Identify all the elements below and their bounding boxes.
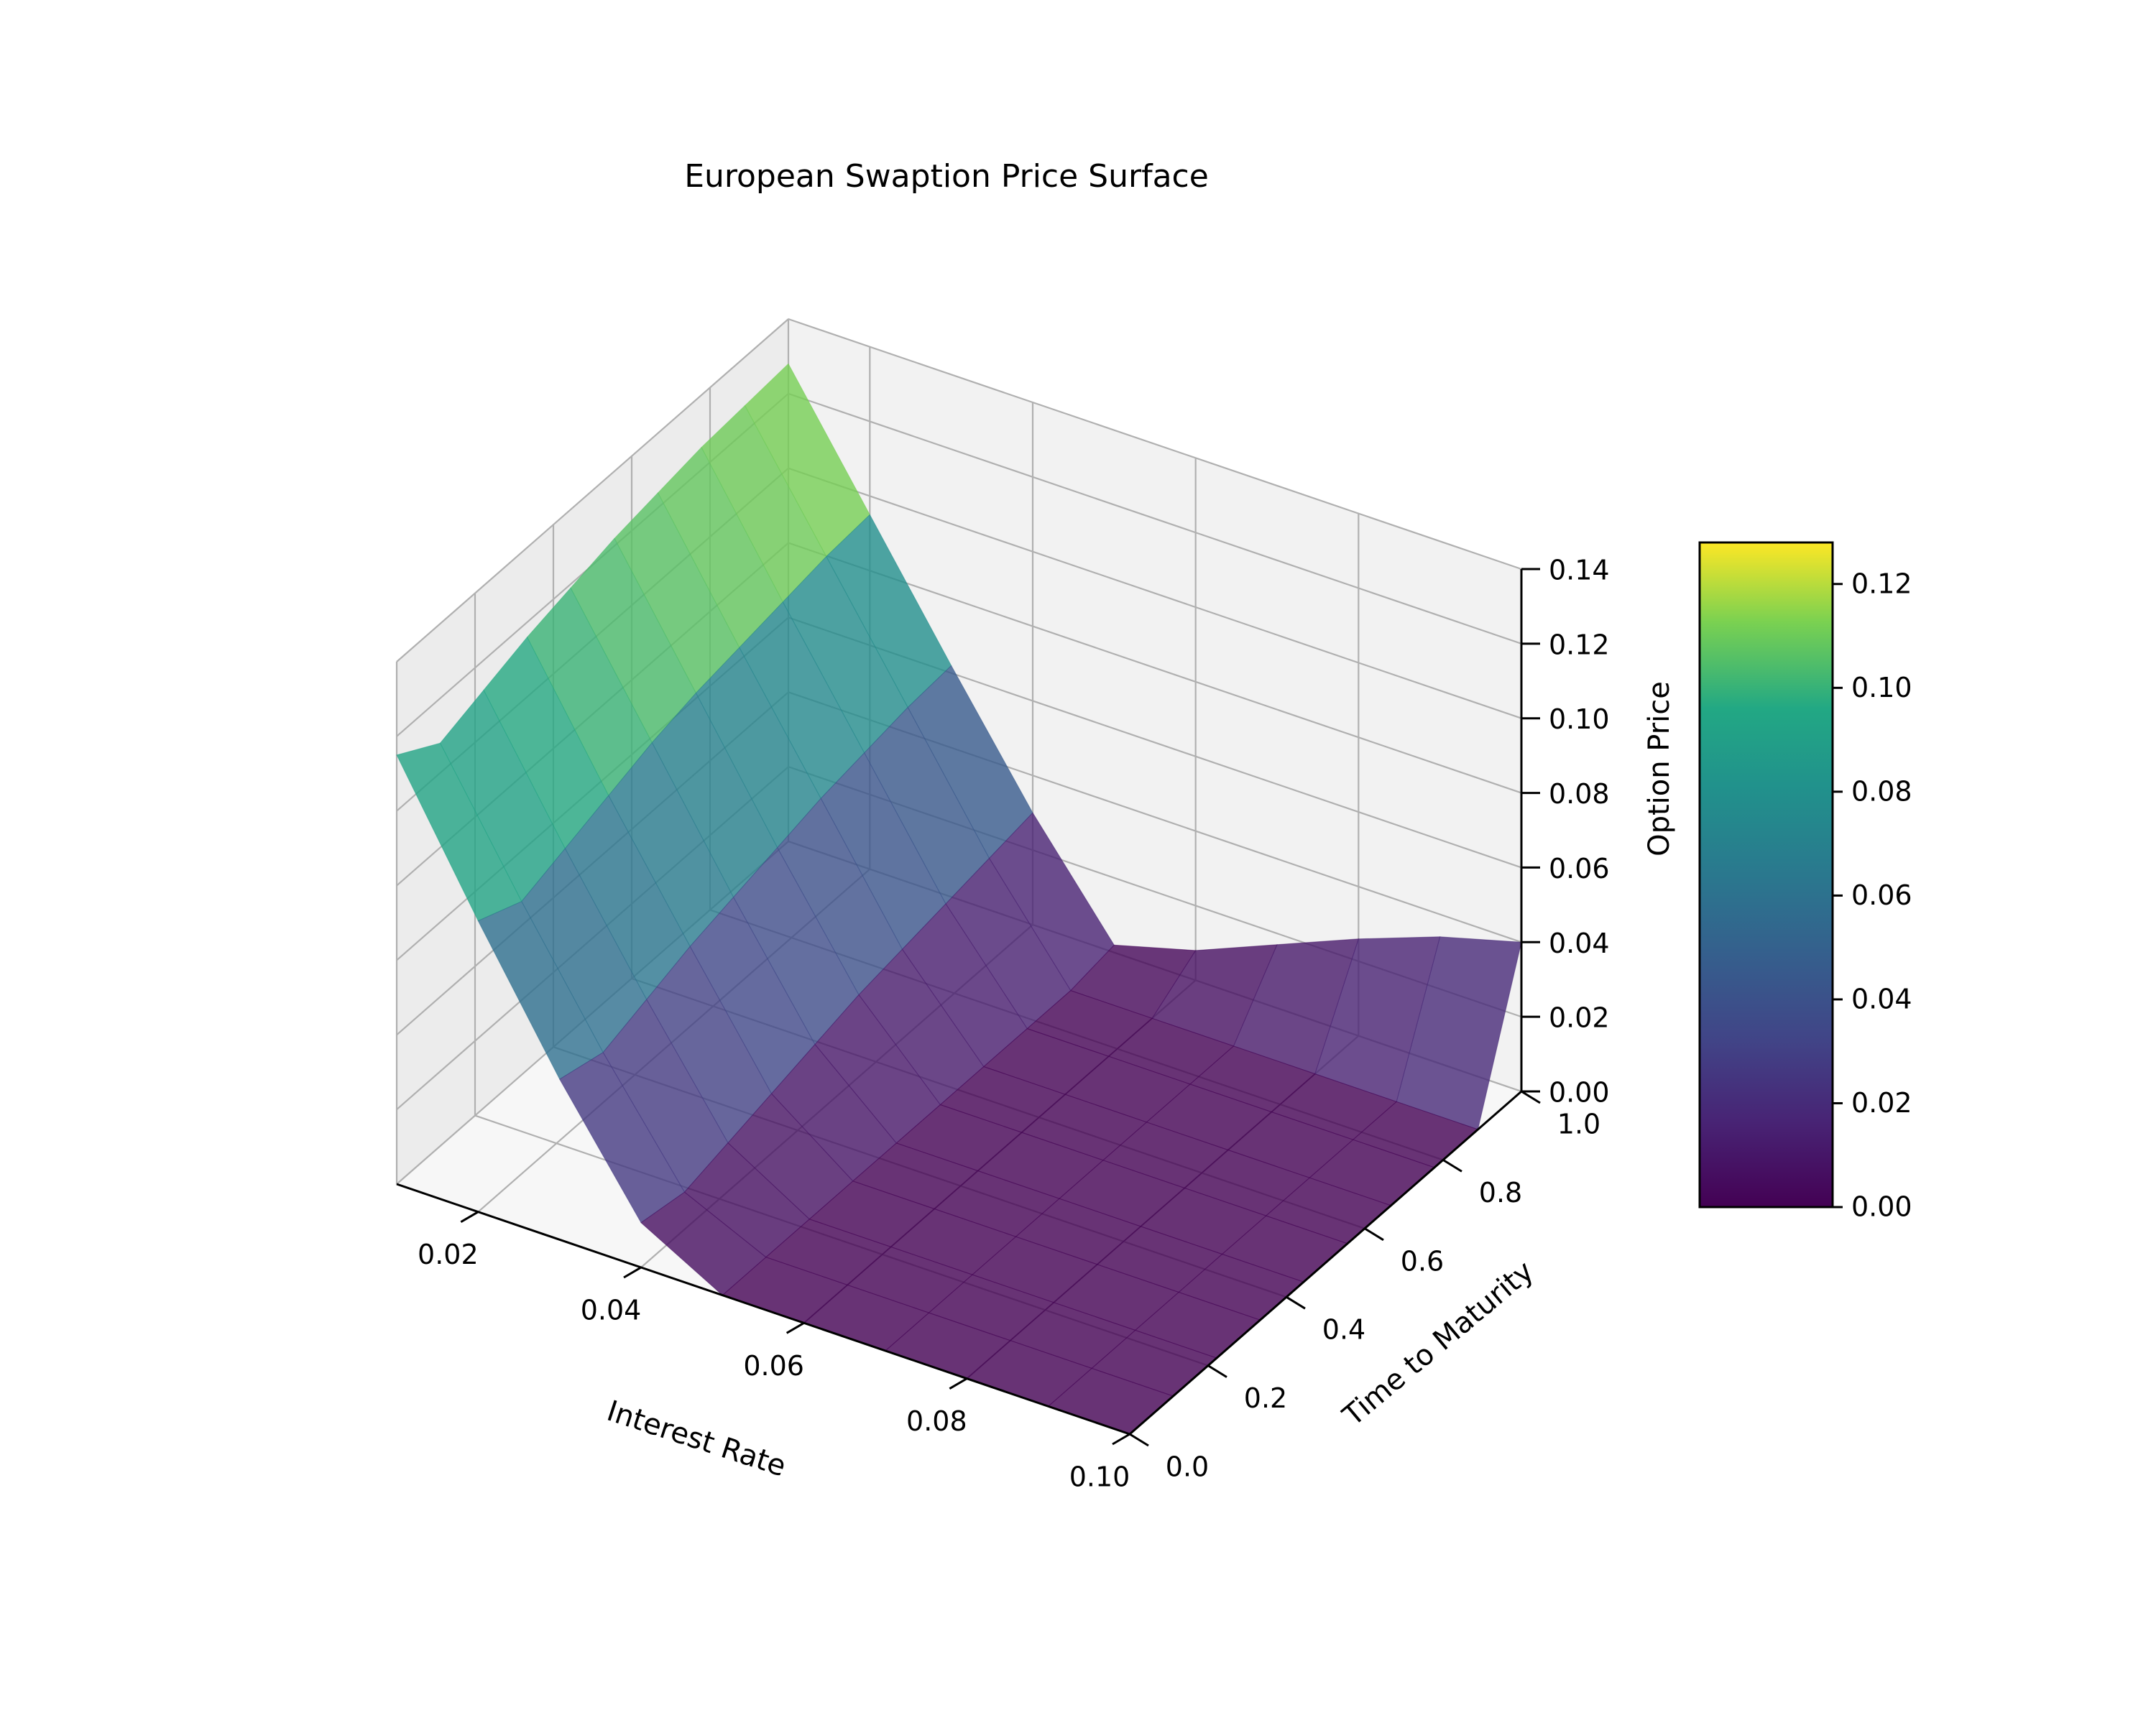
axis-lines: [396, 569, 1523, 1436]
colorbar-tick-label: 0.08: [1851, 775, 1912, 807]
x-axis-line: [396, 1183, 1130, 1436]
colorbar-tick-label: 0.06: [1851, 879, 1912, 911]
colorbar-tick-label: 0.00: [1851, 1191, 1912, 1223]
z-tick-label: 0.08: [1549, 778, 1610, 810]
z-grid-back: [788, 467, 1522, 719]
y-axis-label: Time to Maturity: [1337, 1255, 1540, 1433]
y-tick-label: 0.6: [1401, 1245, 1444, 1277]
y-tick-label: 0.4: [1322, 1314, 1365, 1346]
x-axis-label: Interest Rate: [603, 1395, 790, 1484]
y-tick-mark: [1129, 1433, 1149, 1447]
x-tick-label: 0.02: [418, 1239, 479, 1270]
y-tick-mark: [1442, 1159, 1462, 1173]
y-tick-mark: [1364, 1227, 1384, 1242]
x-tick-mark: [1112, 1433, 1130, 1446]
x-tick-label: 0.04: [581, 1295, 642, 1326]
y-tick-mark: [1286, 1295, 1306, 1310]
colorbar-tick-label: 0.10: [1851, 672, 1912, 703]
z-tick-label: 0.10: [1549, 703, 1610, 735]
x-tick-mark: [949, 1377, 968, 1390]
colorbar-tick-label: 0.04: [1851, 983, 1912, 1015]
x-tick-mark: [623, 1266, 642, 1279]
x-tick-label: 0.08: [906, 1405, 967, 1437]
x-tick-label: 0.10: [1069, 1461, 1130, 1493]
price-surface: [396, 363, 1522, 1435]
colorbar-tick-label: 0.02: [1851, 1087, 1912, 1119]
y-tick-mark: [1521, 1090, 1541, 1104]
chart-title: European Swaption Price Surface: [684, 158, 1209, 195]
axis-ticks: 0.020.040.060.080.10 0.00.20.40.60.81.00.…: [418, 555, 1610, 1493]
z-tick-label: 0.00: [1549, 1077, 1610, 1109]
z-tick-label: 0.12: [1549, 629, 1610, 660]
y-axis-line: [1129, 1090, 1522, 1436]
z-axis-label: Option Price: [1643, 681, 1676, 856]
x-tick-mark: [786, 1322, 805, 1334]
z-tick-label: 0.06: [1549, 853, 1610, 884]
z-tick-label: 0.14: [1549, 555, 1610, 586]
x-tick-label: 0.06: [743, 1350, 804, 1382]
z-grid-back: [788, 392, 1522, 644]
y-tick-label: 0.0: [1166, 1451, 1209, 1483]
colorbar-gradient: [1698, 541, 1834, 1209]
colorbar-ticks: 0.00 0.02 0.04 0.06 0.08 0.10 0.12: [1833, 568, 1912, 1223]
y-tick-label: 1.0: [1557, 1109, 1600, 1140]
y-tick-mark: [1207, 1364, 1227, 1378]
colorbar: 0.00 0.02 0.04 0.06 0.08 0.10 0.12: [1698, 541, 1912, 1223]
x-tick-mark: [460, 1211, 479, 1223]
z-tick-label: 0.04: [1549, 928, 1610, 959]
colorbar-tick-label: 0.12: [1851, 568, 1912, 599]
z-grid-back: [788, 318, 1522, 570]
z-grid-back: [788, 542, 1522, 794]
y-tick-label: 0.8: [1479, 1177, 1522, 1209]
z-grid-left: [396, 318, 789, 662]
z-tick-label: 0.02: [1549, 1002, 1610, 1034]
y-tick-label: 0.2: [1244, 1382, 1287, 1414]
